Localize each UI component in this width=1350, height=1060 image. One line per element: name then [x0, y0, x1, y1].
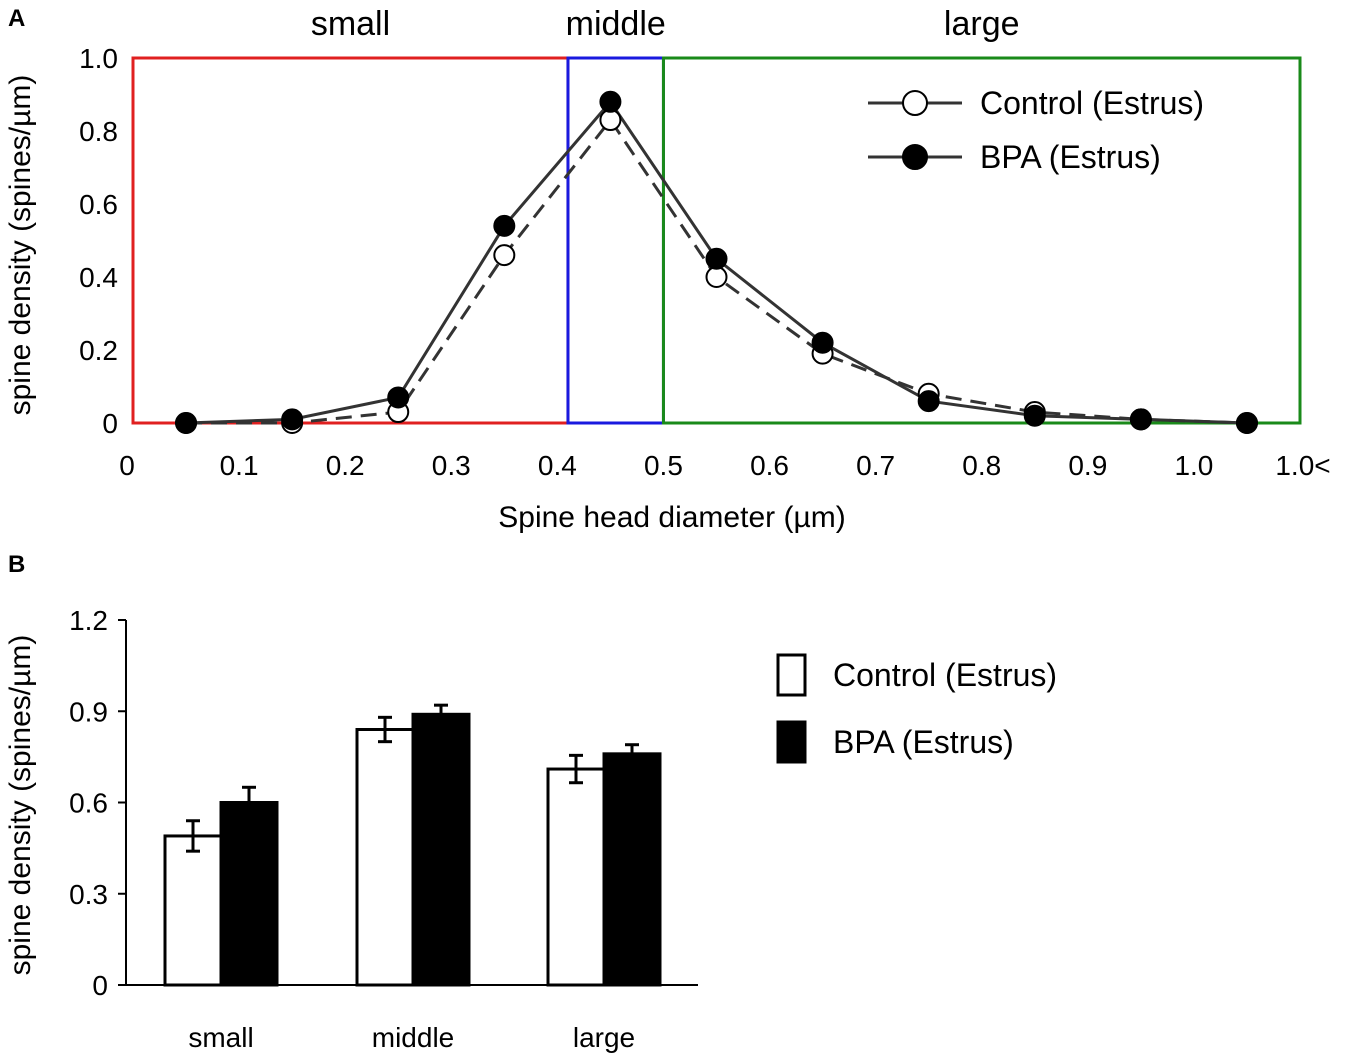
y-tick-label-b: 0.6: [69, 788, 108, 819]
data-point-bpa: [1235, 412, 1258, 434]
y-tick-label-b: 1.2: [69, 605, 108, 636]
data-point-bpa: [175, 412, 198, 434]
chart-b: 0 0.3 0.6 0.9 1.2 spine density (spines/µm) sm…: [4, 605, 1057, 1053]
legend-label-control: Control (Estrus): [980, 85, 1204, 121]
region-label-small: small: [311, 5, 390, 43]
x-axis-title-a: Spine head diameter (µm): [498, 501, 845, 534]
data-point-bpa: [811, 331, 834, 354]
x-tick-label-a: 1.0<: [1275, 450, 1330, 481]
data-point-bpa: [1023, 404, 1046, 427]
legend-swatch-b-bpa: [776, 720, 807, 764]
y-tick-label-a: 0.2: [79, 335, 118, 366]
y-tick-label-b: 0.9: [69, 696, 108, 727]
x-tick-label-b-large: large: [573, 1022, 635, 1053]
data-point-bpa: [493, 214, 516, 237]
legend-label-b-control: Control (Estrus): [833, 657, 1057, 693]
data-point-bpa: [1129, 408, 1152, 431]
x-tick-label-a: 0.6: [750, 450, 789, 481]
x-tick-label-a: 0.2: [326, 450, 365, 481]
region-label-large: large: [944, 5, 1020, 43]
data-point-bpa: [705, 247, 728, 270]
data-point-bpa: [387, 386, 410, 409]
y-axis-title-a: spine density (spines/µm): [4, 75, 37, 416]
chart-a: small middle large 0 0.2 0.4 0.6 0.8 1.0 0 0.1 0.2 0…: [4, 5, 1331, 534]
bar-control-small: [163, 834, 223, 987]
x-tick-label-b-small: small: [188, 1022, 253, 1053]
data-point-control: [493, 244, 516, 267]
bar-bpa-middle: [411, 712, 471, 987]
panel-label-b: B: [8, 551, 25, 578]
region-box-large: [661, 56, 1302, 425]
y-tick-label-a: 0.6: [79, 189, 118, 220]
x-tick-label-a: 0.3: [432, 450, 471, 481]
data-point-bpa: [599, 90, 622, 113]
data-point-bpa: [281, 408, 304, 431]
bar-control-middle: [355, 728, 415, 987]
y-tick-label-a: 0.4: [79, 262, 118, 293]
y-tick-label-b: 0.3: [69, 879, 108, 910]
legend-swatch-b-control: [776, 653, 807, 697]
legend-marker-bpa: [902, 144, 928, 170]
x-tick-label-a: 0.8: [962, 450, 1001, 481]
y-tick-label-a: 1.0: [79, 43, 118, 74]
legend-label-bpa: BPA (Estrus): [980, 139, 1161, 175]
x-tick-label-a: 0.7: [856, 450, 895, 481]
x-tick-label-a: 0.5: [644, 450, 683, 481]
legend-marker-control: [902, 90, 928, 116]
x-tick-label-b-middle: middle: [372, 1022, 454, 1053]
y-tick-label-a: 0: [102, 408, 118, 439]
y-tick-label-b: 0: [92, 970, 108, 1001]
bar-control-large: [546, 767, 606, 987]
x-tick-label-a: 0: [119, 450, 135, 481]
x-tick-label-a: 0.4: [538, 450, 577, 481]
y-tick-label-a: 0.8: [79, 116, 118, 147]
bar-bpa-large: [602, 752, 662, 987]
x-tick-label-a: 1.0: [1174, 450, 1213, 481]
bar-bpa-small: [219, 801, 279, 987]
data-point-bpa: [917, 390, 940, 413]
data-point-control: [599, 109, 622, 132]
x-tick-label-a: 0.9: [1068, 450, 1107, 481]
x-tick-label-a: 0.1: [220, 450, 259, 481]
panel-label-a: A: [8, 5, 25, 32]
region-label-middle: middle: [566, 5, 666, 43]
data-point-control: [705, 266, 728, 288]
legend-label-b-bpa: BPA (Estrus): [833, 724, 1014, 760]
y-axis-title-b: spine density (spines/µm): [4, 635, 37, 976]
region-box-small: [131, 56, 570, 425]
